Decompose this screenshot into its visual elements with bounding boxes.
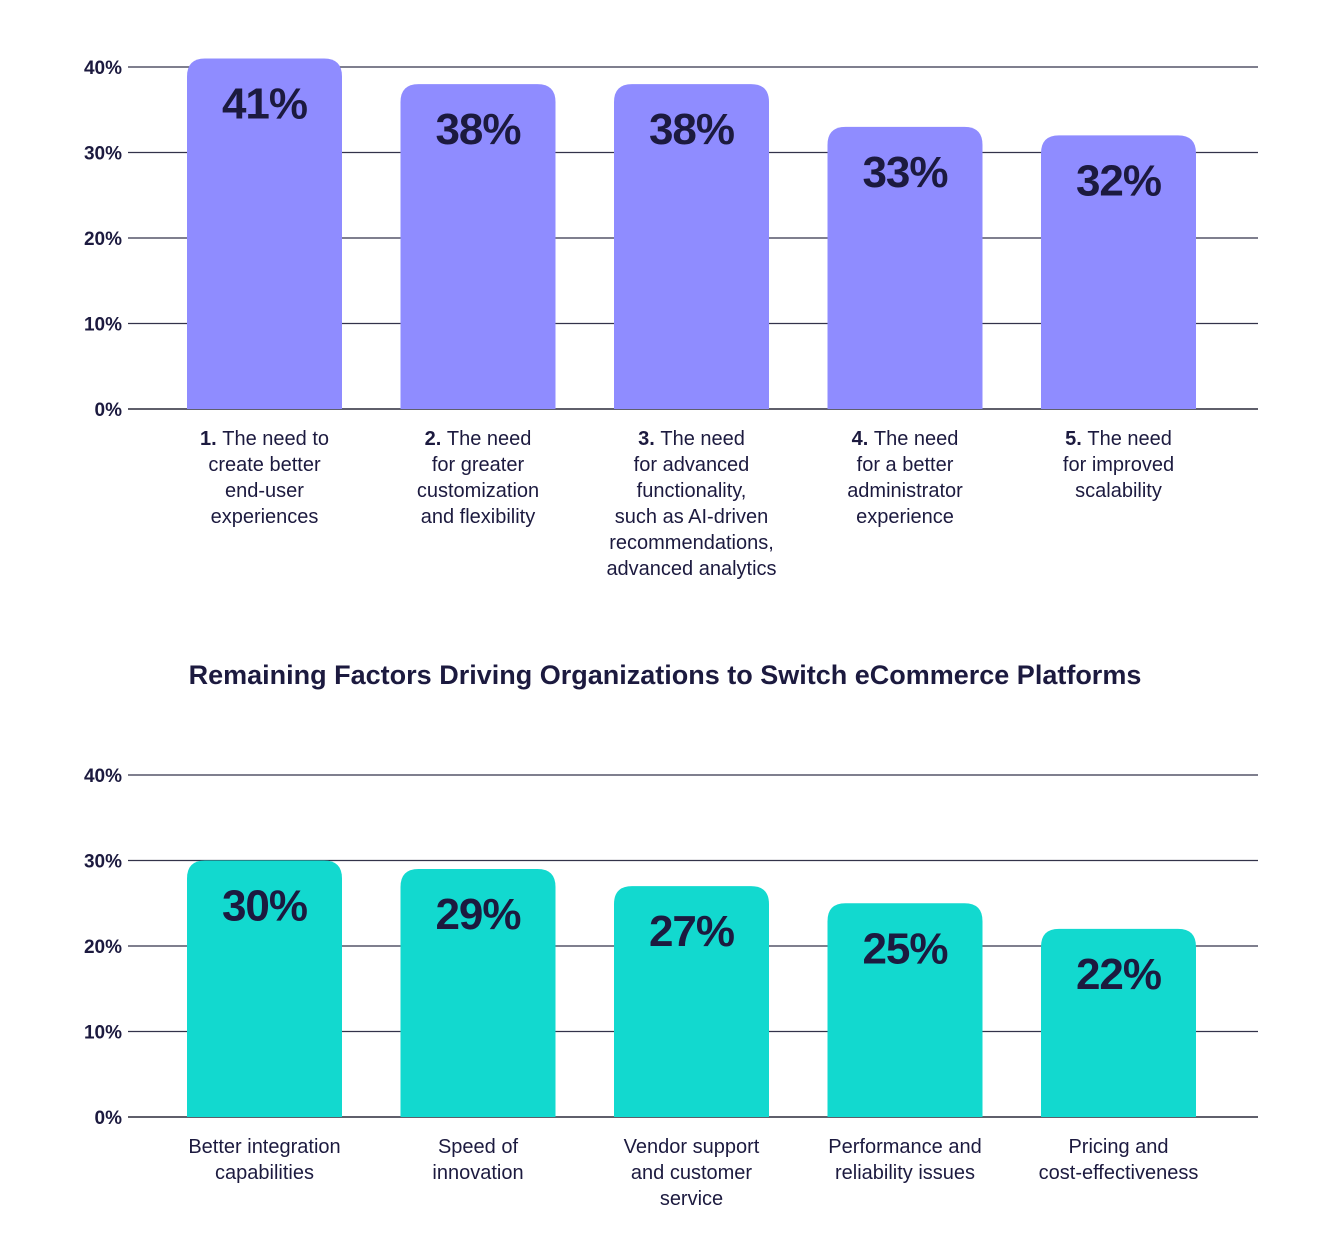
y-tick-label: 20% xyxy=(84,229,122,250)
y-tick-label: 0% xyxy=(95,400,123,421)
x-category-label: create better xyxy=(208,454,321,476)
x-category-label: for advanced xyxy=(634,454,750,476)
x-category-label: 3. The need xyxy=(638,428,745,450)
y-tick-label: 20% xyxy=(84,937,122,958)
bar xyxy=(614,84,769,409)
bar-value-label: 41% xyxy=(222,79,307,128)
bar xyxy=(1041,135,1196,409)
x-category-label: advanced analytics xyxy=(606,558,776,580)
x-category-label: 2. The need xyxy=(425,428,532,450)
bar-value-label: 25% xyxy=(862,924,947,973)
bar-value-label: 30% xyxy=(222,882,307,931)
x-category-label: end-user xyxy=(225,480,304,502)
x-category-label: and customer xyxy=(631,1162,753,1184)
bar xyxy=(187,860,342,1117)
bar-value-label: 22% xyxy=(1076,950,1161,999)
y-tick-label: 30% xyxy=(84,144,122,165)
y-tick-label: 30% xyxy=(84,852,122,873)
x-category-label: and flexibility xyxy=(421,506,536,528)
bottom-chart-svg: 0% 10% 20% 30% 40% 30% Better integration capab… xyxy=(84,766,1258,1210)
x-category-label: Pricing and xyxy=(1068,1136,1168,1158)
bar xyxy=(827,903,983,1117)
bar-value-label: 32% xyxy=(1076,156,1161,205)
bar xyxy=(400,84,556,409)
x-category-label: Vendor support xyxy=(624,1136,760,1158)
x-category-label: customization xyxy=(417,480,539,502)
x-category-label: recommendations, xyxy=(609,532,774,554)
top-bar-chart: 0% 10% 20% 30% 40% 41% 1. The need to create be… xyxy=(0,0,1330,600)
x-category-label: such as AI-driven xyxy=(615,506,768,528)
top-chart-svg: 0% 10% 20% 30% 40% 41% 1. The need to create be… xyxy=(84,58,1258,580)
y-tick-label: 0% xyxy=(95,1108,123,1129)
bar-value-label: 38% xyxy=(649,105,734,154)
bar xyxy=(400,869,556,1117)
x-category-label: scalability xyxy=(1075,480,1162,502)
bar-value-label: 33% xyxy=(862,148,947,197)
bar xyxy=(614,886,769,1117)
bar xyxy=(827,126,983,409)
x-category-label: experiences xyxy=(211,506,319,528)
x-category-label: functionality, xyxy=(637,480,747,502)
x-category-label: Better integration xyxy=(188,1136,340,1158)
x-category-label: experience xyxy=(856,506,954,528)
chart-title: Remaining Factors Driving Organizations … xyxy=(188,660,1142,690)
y-tick-label: 40% xyxy=(84,766,122,787)
x-category-label: for improved xyxy=(1063,454,1174,476)
x-category-label: capabilities xyxy=(215,1162,314,1184)
bar-value-label: 38% xyxy=(435,105,520,154)
x-category-label: for greater xyxy=(432,454,525,476)
y-tick-label: 40% xyxy=(84,58,122,79)
x-category-label: 4. The need xyxy=(852,428,959,450)
y-tick-label: 10% xyxy=(84,1023,122,1044)
x-category-label: administrator xyxy=(847,480,963,502)
bar xyxy=(1041,928,1196,1117)
x-category-label: reliability issues xyxy=(835,1162,975,1184)
x-category-label: service xyxy=(660,1188,723,1210)
x-category-label: innovation xyxy=(432,1162,523,1184)
y-tick-label: 10% xyxy=(84,315,122,336)
x-category-label: 5. The need xyxy=(1065,428,1172,450)
bar-value-label: 29% xyxy=(435,890,520,939)
x-category-label: Speed of xyxy=(438,1136,519,1158)
x-category-label: cost-effectiveness xyxy=(1039,1162,1199,1184)
x-category-label: Performance and xyxy=(828,1136,981,1158)
bar-value-label: 27% xyxy=(649,907,734,956)
bottom-bar-chart: Remaining Factors Driving Organizations … xyxy=(0,660,1330,1234)
x-category-label: 1. The need to xyxy=(200,428,329,450)
bar xyxy=(187,58,342,409)
x-category-label: for a better xyxy=(857,454,954,476)
